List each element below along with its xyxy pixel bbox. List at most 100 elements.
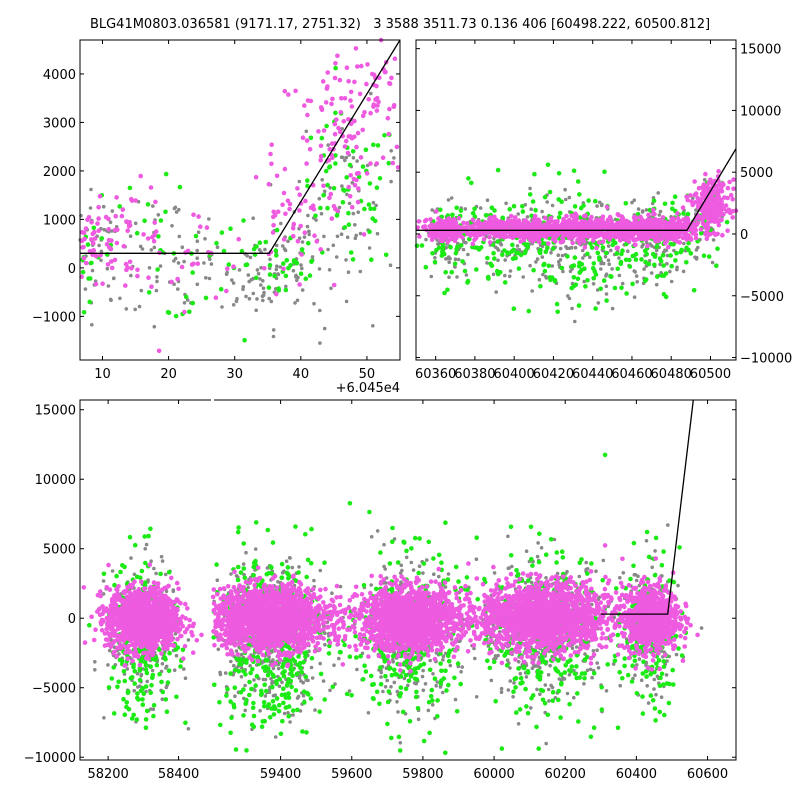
magenta-data-point xyxy=(318,158,324,163)
x-tick-label: 60400 xyxy=(493,367,534,382)
gray-data-point xyxy=(635,280,639,284)
green-data-point xyxy=(267,262,273,268)
magenta-data-point xyxy=(175,276,180,282)
gray-data-point xyxy=(159,554,164,559)
magenta-data-point xyxy=(105,262,111,267)
magenta-data-point xyxy=(146,275,151,281)
green-data-point xyxy=(569,264,575,269)
gray-data-point xyxy=(155,279,159,284)
gray-data-point xyxy=(440,690,445,695)
y-tick-label: 2000 xyxy=(43,165,76,180)
magenta-data-point xyxy=(297,208,302,213)
magenta-data-point xyxy=(359,63,364,69)
gray-data-point xyxy=(102,227,107,232)
gray-data-point xyxy=(381,689,385,694)
green-data-point xyxy=(565,254,570,259)
magenta-data-point xyxy=(730,215,735,220)
gray-data-point xyxy=(379,675,383,679)
magenta-data-point xyxy=(334,117,339,122)
magenta-data-point xyxy=(692,192,698,198)
gray-data-point xyxy=(426,708,431,713)
green-data-point xyxy=(542,268,548,274)
magenta-data-point xyxy=(446,216,452,221)
gray-data-point xyxy=(620,281,625,286)
gray-data-point xyxy=(132,688,136,693)
green-data-point xyxy=(85,242,91,247)
magenta-data-point xyxy=(456,216,462,221)
gray-data-point xyxy=(632,198,637,202)
gray-data-point xyxy=(327,268,332,272)
green-data-point xyxy=(488,261,493,267)
green-data-point xyxy=(685,211,691,217)
x-tick-label: 30 xyxy=(226,367,243,382)
magenta-data-point xyxy=(528,237,533,242)
gray-data-point xyxy=(432,572,436,576)
gray-data-point xyxy=(207,217,211,221)
gray-data-point xyxy=(328,688,332,693)
gray-data-point xyxy=(639,678,644,683)
magenta-data-point xyxy=(600,217,605,223)
magenta-data-point xyxy=(97,193,103,199)
green-data-point xyxy=(612,285,618,291)
gray-data-point xyxy=(676,583,680,588)
magenta-data-point xyxy=(711,230,716,236)
magenta-data-point xyxy=(605,217,611,223)
magenta-data-point xyxy=(93,281,99,287)
magenta-data-point xyxy=(319,106,325,112)
magenta-data-point xyxy=(386,131,392,137)
gray-data-point xyxy=(499,242,504,247)
green-data-point xyxy=(226,262,232,267)
magenta-data-point xyxy=(269,142,275,147)
gray-data-point xyxy=(421,571,425,575)
gray-data-point xyxy=(668,269,672,274)
magenta-data-point xyxy=(330,96,335,102)
magenta-data-point xyxy=(481,237,487,242)
magenta-data-point xyxy=(675,211,680,216)
gray-data-point xyxy=(538,692,542,696)
green-data-point xyxy=(595,250,601,256)
green-data-point xyxy=(577,269,583,275)
gray-data-point xyxy=(652,677,657,682)
magenta-data-point xyxy=(636,232,641,237)
gray-data-point xyxy=(93,668,97,672)
gray-data-point xyxy=(271,334,276,339)
green-data-point xyxy=(714,263,719,269)
magenta-data-point xyxy=(96,228,101,233)
gray-data-point xyxy=(299,263,303,267)
green-data-point xyxy=(342,188,347,193)
gray-data-point xyxy=(322,234,326,239)
gray-data-point xyxy=(319,211,324,216)
green-data-point xyxy=(513,255,518,261)
green-data-point xyxy=(593,306,598,311)
green-data-point xyxy=(267,272,273,277)
magenta-data-point xyxy=(604,204,610,210)
gray-data-point xyxy=(389,149,394,153)
green-data-point xyxy=(465,278,471,284)
magenta-data-point xyxy=(104,242,110,247)
gray-data-point xyxy=(186,638,191,642)
gray-data-point xyxy=(610,267,614,271)
magenta-data-point xyxy=(423,217,429,223)
green-data-point xyxy=(183,294,189,300)
gray-data-point xyxy=(302,235,307,239)
gray-data-point xyxy=(681,269,686,274)
magenta-data-point xyxy=(389,75,394,81)
magenta-data-point xyxy=(720,232,725,238)
magenta-data-point xyxy=(123,261,129,267)
magenta-data-point xyxy=(704,210,709,216)
gray-data-point xyxy=(404,555,409,560)
gray-data-point xyxy=(247,296,252,301)
magenta-data-point xyxy=(354,177,359,183)
magenta-data-point xyxy=(547,219,553,224)
green-data-point xyxy=(586,198,591,203)
green-data-point xyxy=(633,257,639,262)
gray-data-point xyxy=(314,218,318,222)
magenta-data-point xyxy=(344,65,350,70)
gray-data-point xyxy=(633,673,637,677)
green-data-point xyxy=(502,248,507,253)
gray-data-point xyxy=(304,129,309,134)
green-data-point xyxy=(531,267,536,273)
green-data-point xyxy=(254,244,259,249)
magenta-data-point xyxy=(543,215,548,221)
gray-data-point xyxy=(696,245,700,250)
